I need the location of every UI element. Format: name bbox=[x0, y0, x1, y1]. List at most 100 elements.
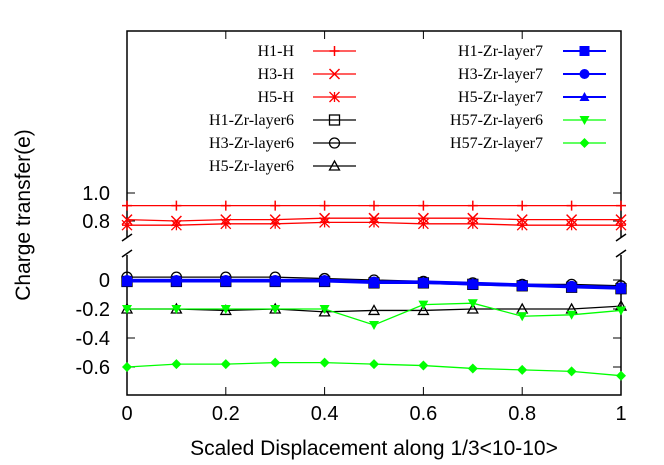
data-point bbox=[517, 312, 528, 322]
data-point bbox=[270, 357, 281, 368]
legend-marker bbox=[579, 116, 590, 125]
data-point bbox=[418, 360, 429, 371]
legend-label: H57-Zr-layer7 bbox=[450, 135, 543, 152]
legend-entry: H1-Zr-layer7 bbox=[458, 43, 606, 60]
y-tick-label: -0.6 bbox=[76, 357, 110, 379]
legend-marker bbox=[328, 137, 341, 149]
axis-break-mark bbox=[121, 249, 133, 258]
data-point bbox=[122, 305, 132, 314]
legend-entry: H57-Zr-layer7 bbox=[450, 135, 606, 152]
x-tick-label: 0 bbox=[121, 403, 132, 425]
legend-label: H5-H bbox=[258, 89, 295, 106]
legend-entry: H57-Zr-layer6 bbox=[450, 112, 606, 129]
series-h5-h bbox=[121, 216, 627, 231]
y-tick-label: 1.0 bbox=[82, 183, 110, 205]
data-point bbox=[516, 214, 528, 226]
data-point bbox=[220, 218, 232, 230]
data-point bbox=[171, 275, 182, 284]
data-point bbox=[369, 320, 379, 330]
data-point bbox=[270, 275, 281, 284]
data-point bbox=[417, 304, 430, 316]
legend-label: H1-Zr-layer6 bbox=[209, 112, 294, 129]
data-point bbox=[122, 362, 132, 372]
legend-marker bbox=[328, 159, 341, 171]
legend-marker bbox=[328, 114, 341, 126]
data-point bbox=[417, 218, 429, 230]
data-point bbox=[368, 216, 380, 228]
axes: 0 0.2 0.4 0.6 0.8 1 1.0 0.8 0 -0.2 -0.4 -0.6 bbox=[76, 31, 627, 425]
legend-label: H1-Zr-layer7 bbox=[458, 43, 543, 60]
data-point bbox=[517, 279, 528, 289]
data-point bbox=[219, 304, 232, 316]
x-tick-label: 0.4 bbox=[311, 403, 339, 425]
data-point bbox=[616, 282, 626, 292]
x-tick-label: 0.2 bbox=[212, 403, 240, 425]
data-point bbox=[171, 305, 182, 314]
legend-label: H3-H bbox=[258, 66, 295, 83]
data-point bbox=[418, 300, 429, 310]
legend-entry: H5-H bbox=[258, 89, 356, 106]
data-point bbox=[269, 218, 281, 230]
legend-label: H3-Zr-layer6 bbox=[209, 135, 294, 152]
axis-break-gap bbox=[617, 237, 625, 255]
legend-marker bbox=[579, 69, 590, 79]
y-tick-label: 0.8 bbox=[82, 211, 110, 233]
data-point bbox=[220, 275, 231, 284]
legend-marker bbox=[579, 138, 590, 148]
data-point bbox=[319, 200, 330, 211]
legend-marker bbox=[328, 68, 341, 80]
data-point bbox=[369, 200, 379, 211]
series-layer bbox=[120, 200, 628, 381]
x-tick-label: 0.8 bbox=[508, 403, 536, 425]
y-tick-label: -0.4 bbox=[76, 328, 110, 350]
legend-marker bbox=[329, 46, 340, 56]
data-point bbox=[616, 200, 626, 211]
axis-break-mark bbox=[615, 233, 627, 242]
y-axis-label: Charge transfer(e) bbox=[12, 129, 35, 301]
data-point bbox=[616, 370, 626, 381]
legend-marker bbox=[579, 92, 590, 101]
series-h57-zr-layer7 bbox=[122, 357, 626, 381]
data-point bbox=[122, 275, 132, 284]
legend: H1-H H3-H H5-H H1-Zr-layer6 H3-Zr-layer6 H5-Z… bbox=[209, 43, 606, 175]
data-point bbox=[121, 219, 133, 231]
y-tick-label: -0.2 bbox=[76, 299, 110, 321]
data-point bbox=[369, 359, 379, 370]
plot-frame bbox=[126, 30, 622, 396]
data-point bbox=[566, 219, 578, 231]
legend-entry: H3-Zr-layer7 bbox=[458, 66, 606, 83]
data-point bbox=[270, 200, 281, 211]
data-point bbox=[121, 214, 133, 226]
data-point bbox=[369, 276, 379, 286]
data-point bbox=[566, 214, 578, 226]
legend-entry: H3-H bbox=[258, 66, 356, 83]
data-point bbox=[220, 200, 231, 211]
data-point bbox=[417, 212, 429, 224]
legend-label: H57-Zr-layer6 bbox=[450, 112, 543, 129]
data-point bbox=[467, 299, 478, 309]
legend-entry: H3-Zr-layer6 bbox=[209, 135, 356, 152]
legend-marker bbox=[329, 91, 340, 103]
series-h1-h bbox=[122, 200, 626, 211]
legend-entry: H5-Zr-layer6 bbox=[209, 158, 356, 175]
data-point bbox=[517, 200, 528, 211]
data-point bbox=[467, 200, 478, 211]
data-point bbox=[467, 218, 479, 230]
data-point bbox=[220, 359, 231, 370]
data-point bbox=[566, 280, 577, 290]
data-point bbox=[418, 200, 429, 211]
data-point bbox=[171, 200, 182, 211]
series-h5-zr-layer7 bbox=[122, 275, 626, 292]
legend-label: H5-Zr-layer6 bbox=[209, 158, 294, 175]
data-point bbox=[122, 200, 132, 211]
data-point bbox=[467, 277, 478, 287]
series-line bbox=[127, 305, 622, 313]
data-point bbox=[466, 302, 479, 314]
x-tick-label: 0.6 bbox=[409, 403, 437, 425]
data-point bbox=[319, 357, 330, 368]
legend-label: H1-H bbox=[258, 43, 295, 60]
legend-label: H3-Zr-layer7 bbox=[458, 66, 543, 83]
data-point bbox=[566, 200, 577, 211]
data-point bbox=[367, 304, 381, 316]
